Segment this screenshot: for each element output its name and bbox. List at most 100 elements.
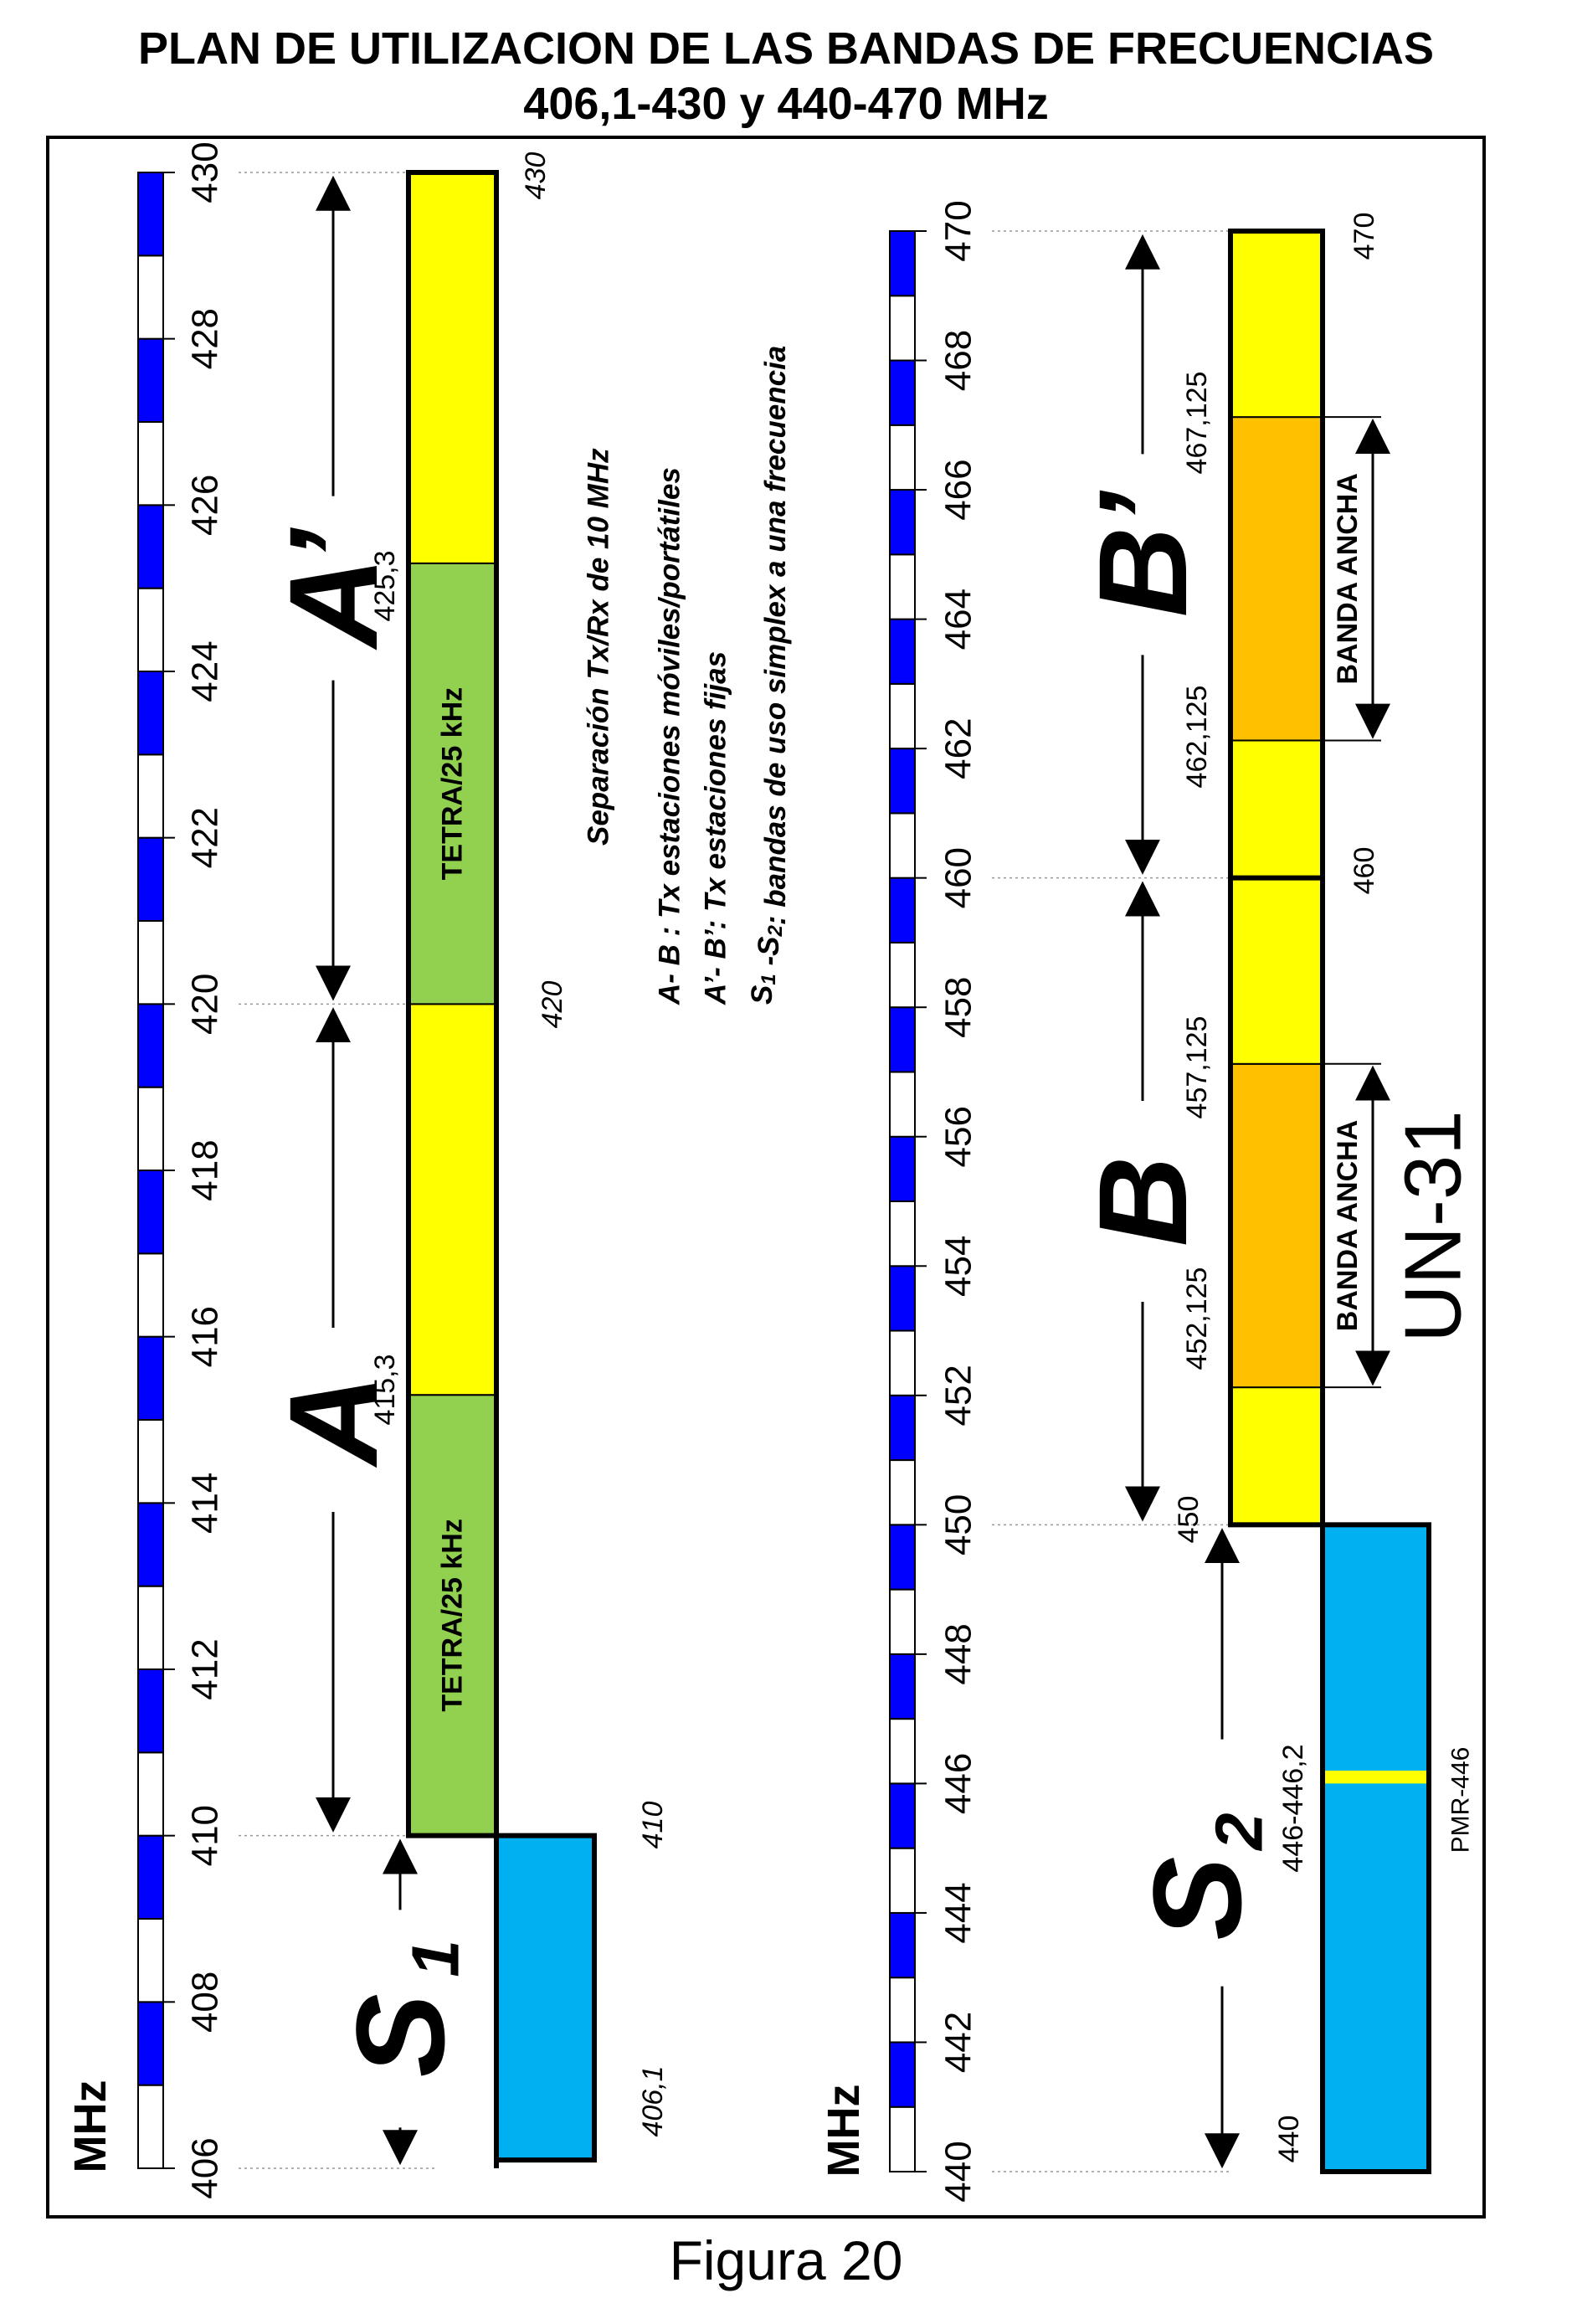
tick-label: 408 (185, 1972, 226, 2033)
scale-segment (137, 1335, 164, 1421)
scale-segment (889, 1201, 916, 1267)
scale-segment (137, 836, 164, 923)
tick-label: 442 (938, 2012, 979, 2073)
scale-segment (889, 295, 916, 362)
freq-label: 450 (1173, 1496, 1205, 1544)
tick-label: 440 (938, 2141, 979, 2202)
tick-label: 458 (938, 976, 979, 1037)
freq-label: 410 (637, 1802, 669, 1849)
scale-segment (137, 1170, 164, 1255)
yellow-block-upper (408, 172, 497, 564)
b-yellow-upper (1230, 877, 1323, 1065)
scale-segment (889, 812, 916, 879)
freq-label: 420 (537, 981, 568, 1029)
block-label: BANDA ANCHA (1332, 1120, 1364, 1331)
scale-segment (889, 553, 916, 620)
tetra-block-lower (408, 1394, 497, 1837)
freq-label: 457,125 (1181, 1016, 1213, 1119)
tick-label: 418 (185, 1139, 226, 1201)
scale-segment (889, 1653, 916, 1720)
tick-label: 468 (938, 330, 979, 391)
freq-label: 467,125 (1181, 372, 1213, 475)
s2-block (1322, 1524, 1430, 2173)
tick-label: 456 (938, 1106, 979, 1167)
scale-segment (137, 504, 164, 589)
tetra-block-upper (408, 562, 497, 1005)
tick-label: 428 (185, 308, 226, 369)
scale-segment (889, 1459, 916, 1526)
tick-label: 452 (938, 1365, 979, 1426)
tick-label: 410 (185, 1805, 226, 1866)
tick-label: 420 (185, 974, 226, 1035)
range-letter: S (330, 1993, 470, 2077)
scale-segment (889, 1911, 916, 1979)
scale-segment (137, 753, 164, 839)
scale-segment (889, 1329, 916, 1396)
scale-segment (137, 2001, 164, 2086)
range-subscript: 1 (398, 1940, 473, 1977)
block-label: TETRA/25 kHz (437, 687, 469, 881)
freq-label: 425,3 (369, 550, 401, 621)
upper-band-plan: 406 408 410 412 414 416 418 420 422 424 426 428 430 M… (65, 141, 669, 2198)
scale-segment (137, 1834, 164, 1920)
tick-label: 448 (938, 1623, 979, 1684)
tick-label: 470 (938, 200, 979, 261)
legend-line: S1 -S2: bandas de uso simplex a una frec… (746, 346, 792, 1005)
scale-segment (889, 618, 916, 685)
legend-span: 1 (758, 974, 780, 985)
scale-segment (889, 1135, 916, 1202)
scale-segment (137, 1003, 164, 1088)
scale-segment (137, 421, 164, 506)
freq-label: 415,3 (369, 1354, 401, 1425)
scale-segment (889, 682, 916, 750)
range-letter: A’ (263, 527, 403, 650)
scale-segment (889, 2041, 916, 2108)
legend-span: -S (753, 937, 785, 974)
scale-segment (889, 877, 916, 943)
unit-label: MHz (819, 2085, 869, 2177)
range-letter: A (263, 1375, 403, 1468)
scale-segment (137, 255, 164, 340)
scale-segment (137, 1585, 164, 1670)
lower-band-plan: 440 442 444 446 448 450 452 454 456 458 460 462 464 4… (819, 200, 1478, 2202)
scale-segment (137, 671, 164, 756)
scale-segment (889, 748, 916, 815)
scale-segment (889, 1394, 916, 1462)
tick-label: 466 (938, 459, 979, 520)
b-yellow-lower (1230, 1386, 1323, 1526)
tick-label: 424 (185, 640, 226, 702)
range-letter: S (1127, 1857, 1267, 1941)
range-subscript: 2 (1202, 1812, 1277, 1852)
scale-segment (889, 1588, 916, 1655)
scale-segment (889, 1265, 916, 1332)
band-outline (1320, 1522, 1431, 2175)
tick-label: 450 (938, 1494, 979, 1555)
freq-label: 440 (1273, 2116, 1305, 2163)
legend-span: 2 (764, 925, 787, 938)
freq-label: 452,125 (1181, 1267, 1213, 1370)
scale-segment (889, 1977, 916, 2044)
scale-segment (137, 172, 164, 257)
scale-segment (889, 1006, 916, 1073)
scale-segment (889, 2105, 916, 2173)
bp-yellow-lower (1230, 739, 1323, 879)
scale-segment (889, 1718, 916, 1785)
tick-label: 462 (938, 717, 979, 779)
legend-line: Separación Tx/Rx de 10 MHz (583, 448, 615, 846)
freq-label: 406,1 (637, 2065, 669, 2136)
s1-block (496, 1834, 595, 2162)
legend-line: A- B : Tx estaciones móviles/portátiles (654, 467, 686, 1005)
tick-label: 426 (185, 475, 226, 536)
scale-segment (137, 1419, 164, 1504)
pmr-label: PMR-446 (1447, 1747, 1475, 1854)
b-orange (1230, 1062, 1323, 1389)
scale-segment (889, 359, 916, 426)
pmr-446-strip (1323, 1770, 1429, 1784)
block-label: TETRA/25 kHz (437, 1519, 469, 1712)
legend-span: : bandas de uso simplex a una frecuencia (759, 346, 792, 925)
scale-segment (137, 337, 164, 423)
block-label: BANDA ANCHA (1332, 473, 1364, 684)
freq-label: 460 (1349, 847, 1380, 895)
scale-segment (137, 587, 164, 673)
document-reference: UN-31 (1389, 1110, 1478, 1342)
